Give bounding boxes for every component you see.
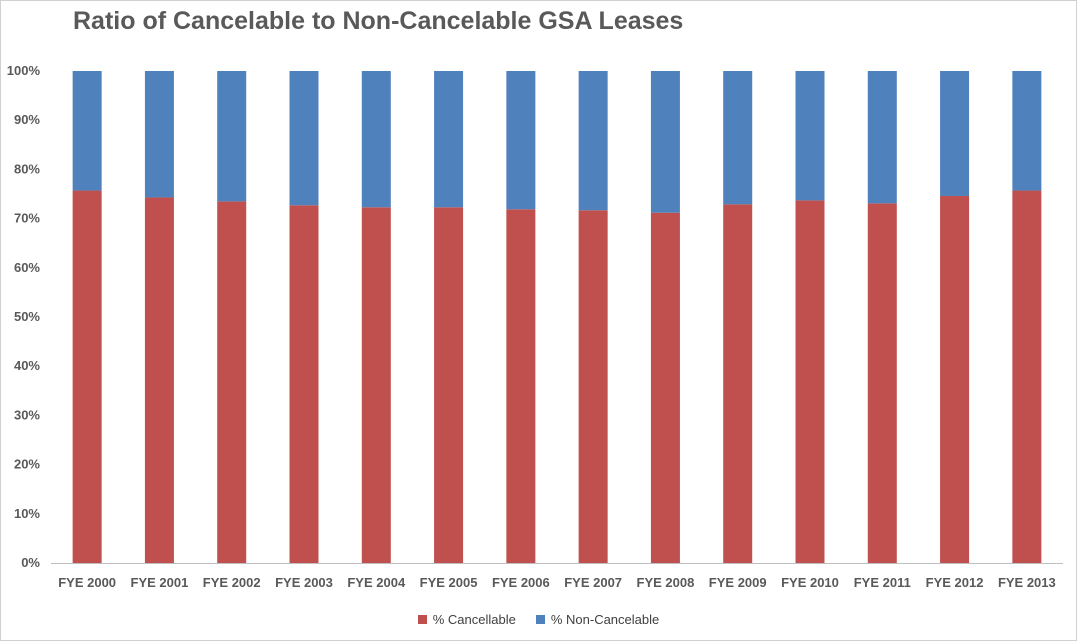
y-tick-label: 90%	[14, 112, 40, 127]
x-tick-label: FYE 2003	[275, 575, 333, 590]
y-tick-label: 40%	[14, 358, 40, 373]
bar-cancellable	[578, 210, 608, 564]
bar-non-cancelable	[578, 71, 608, 211]
x-tick-label: FYE 2013	[998, 575, 1056, 590]
legend-swatch-non-cancelable	[535, 615, 545, 624]
y-tick-label: 80%	[14, 161, 40, 176]
legend-label-cancellable: % Cancellable	[432, 612, 516, 627]
legend-item-cancellable: % Cancellable	[417, 612, 516, 627]
bar-non-cancelable	[723, 71, 753, 205]
x-tick-label: FYE 2011	[854, 575, 911, 590]
y-tick-label: 30%	[14, 407, 40, 422]
bar-non-cancelable	[217, 71, 247, 202]
y-tick-label: 50%	[14, 309, 40, 324]
bar-cancellable	[867, 203, 897, 563]
bar-non-cancelable	[144, 71, 174, 198]
bar-cancellable	[434, 207, 464, 563]
x-tick-label: FYE 2009	[709, 575, 767, 590]
bar-non-cancelable	[434, 71, 464, 208]
bar-cancellable	[72, 190, 102, 563]
bar-cancellable	[289, 205, 319, 563]
bar-cancellable	[217, 201, 247, 563]
x-tick-label: FYE 2008	[637, 575, 695, 590]
bar-non-cancelable	[650, 71, 680, 213]
bar-cancellable	[650, 212, 680, 563]
x-tick-label: FYE 2010	[781, 575, 839, 590]
bar-chart: 0% 10% 20% 30% 40% 50% 60% 70% 80% 90% 100% FYE 200…	[7, 63, 1063, 590]
x-tick-label: FYE 2001	[131, 575, 189, 590]
bar-cancellable	[795, 200, 825, 563]
y-tick-label: 100%	[7, 63, 41, 78]
x-tick-label: FYE 2012	[926, 575, 984, 590]
x-tick-label: FYE 2004	[347, 575, 406, 590]
y-tick-label: 0%	[21, 555, 40, 570]
chart-title: Ratio of Cancelable to Non-Cancelable GS…	[73, 7, 684, 35]
bar-cancellable	[144, 197, 174, 563]
y-tick-label: 20%	[14, 457, 40, 472]
x-tick-label: FYE 2002	[203, 575, 261, 590]
bar-non-cancelable	[506, 71, 536, 210]
bar-non-cancelable	[1012, 71, 1042, 191]
x-tick-label: FYE 2007	[564, 575, 622, 590]
bar-non-cancelable	[940, 71, 970, 196]
bar-cancellable	[361, 207, 391, 563]
bar-cancellable	[723, 204, 753, 563]
x-tick-label: FYE 2000	[58, 575, 116, 590]
bar-non-cancelable	[361, 71, 391, 208]
legend: % Cancellable % Non-Cancelable	[1, 612, 1076, 627]
bar-non-cancelable	[795, 71, 825, 201]
y-tick-label: 70%	[14, 211, 40, 226]
legend-label-non-cancelable: % Non-Cancelable	[550, 612, 660, 627]
y-tick-label: 10%	[14, 506, 40, 521]
legend-item-non-cancelable: % Non-Cancelable	[535, 612, 660, 627]
x-tick-label: FYE 2006	[492, 575, 550, 590]
bar-non-cancelable	[867, 71, 897, 204]
bar-cancellable	[506, 209, 536, 563]
bar-non-cancelable	[72, 71, 102, 191]
bar-cancellable	[940, 195, 970, 563]
bar-cancellable	[1012, 190, 1042, 563]
bar-non-cancelable	[289, 71, 319, 206]
y-tick-label: 60%	[14, 260, 40, 275]
x-tick-label: FYE 2005	[420, 575, 478, 590]
legend-swatch-cancellable	[417, 615, 427, 624]
